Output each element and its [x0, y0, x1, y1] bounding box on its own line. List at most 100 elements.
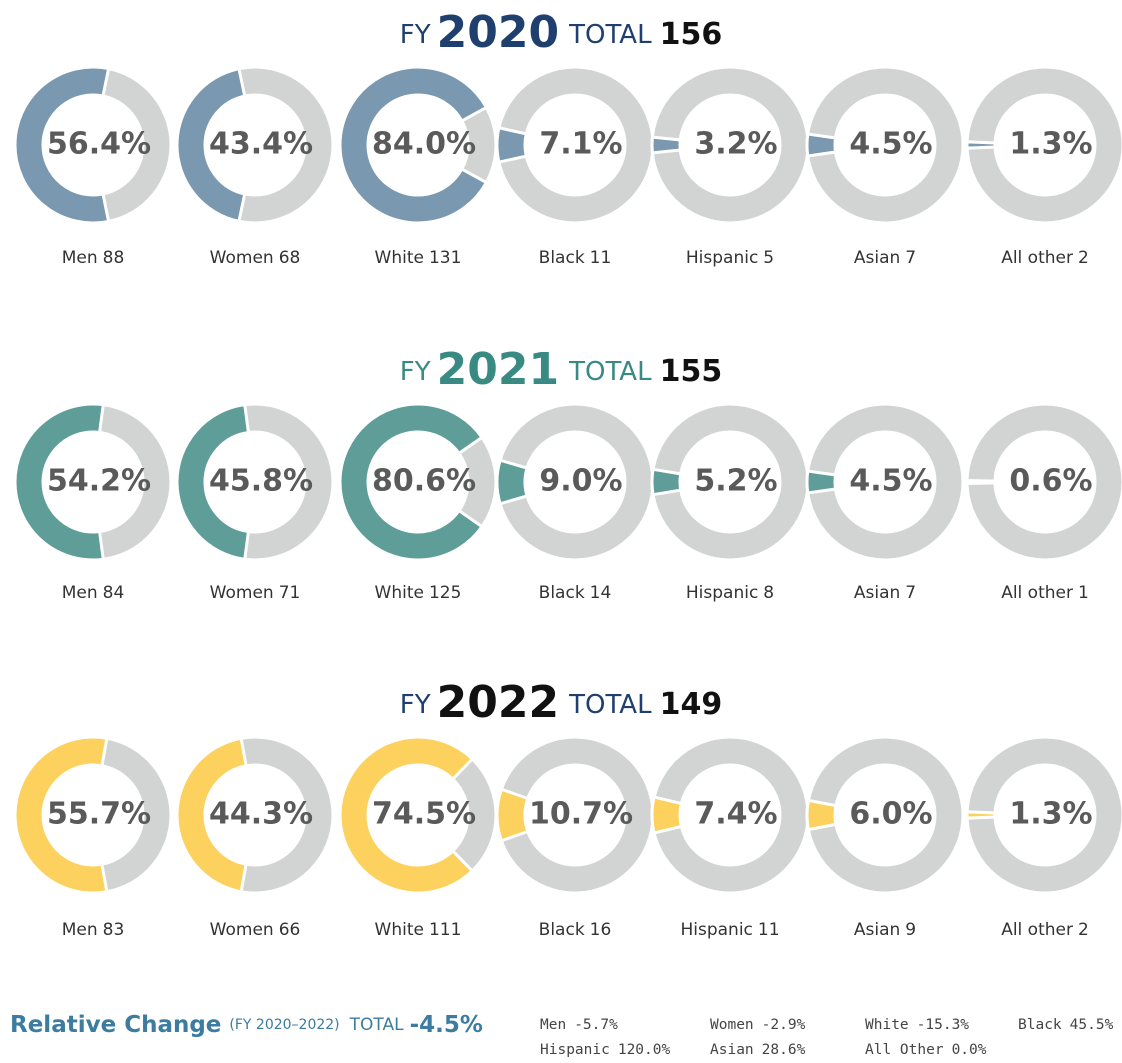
rc-item-name: Black — [1018, 1017, 1062, 1033]
percent-label: 43.4% — [209, 127, 313, 162]
total: 149 — [660, 687, 723, 722]
donut-arc — [650, 467, 683, 497]
category-label: Women 68 — [210, 248, 301, 268]
section-title: FY 2021 TOTAL 155 — [400, 344, 722, 395]
total-label: TOTAL — [568, 690, 652, 720]
donut-arc — [13, 735, 109, 895]
donut-arc — [338, 65, 489, 225]
category-name: All other — [1001, 920, 1073, 940]
percent-label: 4.5% — [849, 464, 932, 499]
donut-track — [650, 402, 810, 562]
percent-label: 45.8% — [209, 464, 313, 499]
category-name: Asian — [854, 248, 900, 268]
category-label: Asian 7 — [854, 583, 916, 603]
category-count: 16 — [590, 920, 612, 940]
category-count: 88 — [103, 248, 125, 268]
year: 2020 — [437, 7, 559, 58]
category-label: All other 1 — [1001, 583, 1089, 603]
category-name: White — [375, 248, 424, 268]
rc-item-value: -5.7% — [574, 1017, 618, 1033]
rc-item-name: Hispanic — [540, 1042, 610, 1058]
category-name: Women — [210, 920, 274, 940]
category-count: 11 — [590, 248, 612, 268]
category-count: 14 — [590, 583, 612, 603]
category-count: 1 — [1078, 583, 1089, 603]
fy-label: FY — [400, 20, 431, 50]
category-name: Asian — [854, 583, 900, 603]
rc-item-value: 28.6% — [762, 1042, 806, 1058]
rc-item-value: 120.0% — [618, 1042, 671, 1058]
donut-track — [965, 402, 1122, 562]
category-name: Women — [210, 583, 274, 603]
category-name: Hispanic — [686, 583, 758, 603]
donut-track — [805, 65, 965, 225]
percent-label: 1.3% — [1009, 127, 1092, 162]
donut-arc — [495, 787, 530, 843]
category-count: 84 — [103, 583, 125, 603]
donut-arc — [495, 125, 529, 165]
donut-arc — [805, 132, 838, 158]
total: 156 — [660, 17, 723, 52]
rc-item: All Other 0.0% — [865, 1042, 987, 1058]
category-name: Women — [210, 248, 274, 268]
category-label: All other 2 — [1001, 248, 1089, 268]
donut-arc — [805, 469, 838, 495]
category-label: Black 11 — [539, 248, 612, 268]
fy-label: FY — [400, 357, 431, 387]
rc-item-name: Asian — [710, 1042, 754, 1058]
percent-label: 0.6% — [1009, 464, 1092, 499]
percent-label: 74.5% — [372, 797, 476, 832]
category-label: Men 88 — [62, 248, 125, 268]
percent-label: 4.5% — [849, 127, 932, 162]
percent-label: 9.0% — [539, 464, 622, 499]
donut-arc — [650, 795, 684, 835]
total-label: TOTAL — [568, 20, 652, 50]
category-label: Women 71 — [210, 583, 301, 603]
category-name: Black — [539, 248, 585, 268]
category-name: Hispanic — [686, 248, 758, 268]
category-name: All other — [1001, 583, 1073, 603]
rc-item-value: -2.9% — [762, 1017, 806, 1033]
category-count: 8 — [763, 583, 774, 603]
category-name: Black — [539, 583, 585, 603]
rc-title: Relative Change — [10, 1012, 221, 1038]
rc-item-name: All Other — [865, 1042, 944, 1058]
total: 155 — [660, 354, 723, 389]
rc-item: Asian 28.6% — [710, 1042, 806, 1058]
rc-total: -4.5% — [410, 1012, 483, 1038]
donut-arc — [13, 65, 111, 225]
rc-item: Black 45.5% — [1018, 1017, 1114, 1033]
rc-item-value: -15.3% — [917, 1017, 970, 1033]
category-label: Hispanic 8 — [686, 583, 774, 603]
category-count: 2 — [1078, 248, 1089, 268]
category-count: 131 — [429, 248, 461, 268]
category-name: Men — [62, 248, 98, 268]
donut-arc — [175, 66, 247, 224]
category-name: White — [375, 583, 424, 603]
percent-label: 7.4% — [694, 797, 777, 832]
donut-arc — [175, 736, 248, 894]
category-label: Women 66 — [210, 920, 301, 940]
donut-track — [965, 735, 1122, 895]
category-label: Hispanic 11 — [680, 920, 779, 940]
category-count: 9 — [905, 920, 916, 940]
category-count: 68 — [279, 248, 301, 268]
donut-arc — [805, 798, 838, 832]
rc-total-label: TOTAL — [349, 1015, 404, 1035]
category-label: White 125 — [375, 583, 462, 603]
category-name: Hispanic — [680, 920, 752, 940]
category-count: 83 — [103, 920, 125, 940]
fy-label: FY — [400, 690, 431, 720]
total-label: TOTAL — [568, 357, 652, 387]
category-count: 7 — [905, 248, 916, 268]
rc-item-name: Women — [710, 1017, 754, 1033]
rc-item-value: 0.0% — [952, 1042, 987, 1058]
category-name: Men — [62, 583, 98, 603]
donut-arc — [13, 402, 105, 562]
category-label: White 131 — [375, 248, 462, 268]
category-count: 71 — [279, 583, 301, 603]
category-label: Asian 9 — [854, 920, 916, 940]
percent-label: 1.3% — [1009, 797, 1092, 832]
donut-arc — [965, 140, 997, 150]
category-label: Men 83 — [62, 920, 125, 940]
